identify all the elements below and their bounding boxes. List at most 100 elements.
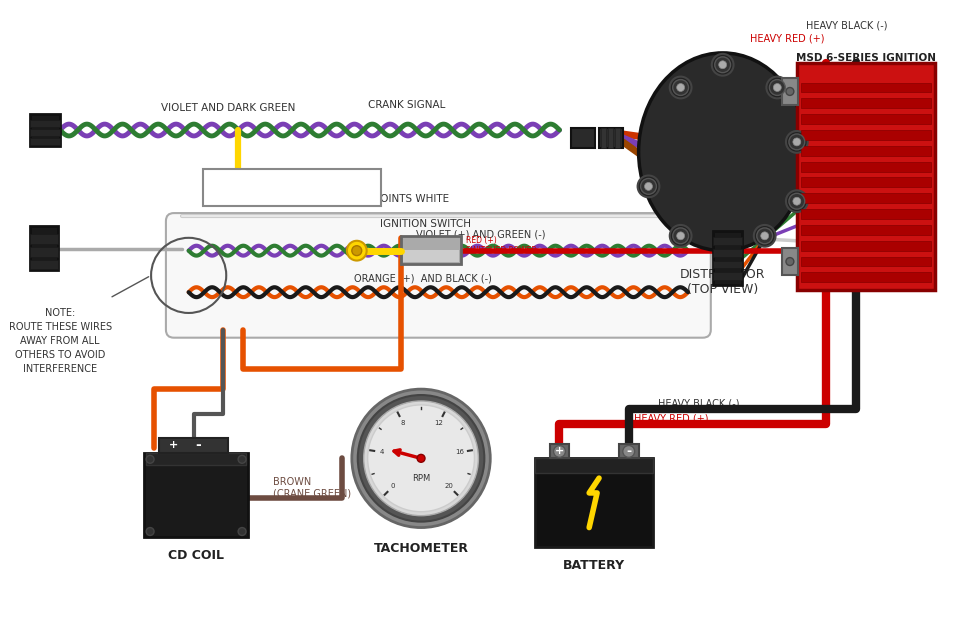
Circle shape: [760, 232, 769, 240]
Bar: [801, 177, 931, 187]
Text: BATTERY: BATTERY: [564, 559, 625, 572]
Bar: [571, 128, 595, 148]
Bar: [801, 114, 931, 124]
Text: DISTRIBUTOR
(TOP VIEW): DISTRIBUTOR (TOP VIEW): [680, 268, 765, 296]
Circle shape: [711, 54, 733, 76]
Circle shape: [677, 232, 684, 240]
Text: HEAVY BLACK (-): HEAVY BLACK (-): [659, 399, 740, 409]
Circle shape: [637, 175, 660, 197]
Bar: [801, 257, 931, 267]
Circle shape: [786, 257, 794, 265]
Bar: [31, 260, 59, 270]
Bar: [535, 458, 654, 473]
Circle shape: [358, 395, 485, 521]
Circle shape: [774, 84, 781, 92]
Bar: [712, 249, 742, 257]
Text: CRANK SIGNAL: CRANK SIGNAL: [368, 100, 444, 110]
Bar: [550, 445, 569, 458]
Circle shape: [673, 79, 688, 95]
Text: -: -: [196, 438, 202, 453]
Text: VIOLET AND DARK GREEN: VIOLET AND DARK GREEN: [161, 103, 296, 113]
Circle shape: [351, 246, 362, 255]
Circle shape: [238, 528, 246, 536]
Text: RPM: RPM: [412, 474, 430, 482]
Circle shape: [146, 455, 154, 463]
Bar: [608, 128, 612, 148]
Bar: [712, 260, 742, 268]
Circle shape: [715, 57, 731, 73]
Text: NOTE:
ROUTE THESE WIRES
AWAY FROM ALL
OTHERS TO AVOID
INTERFERENCE: NOTE: ROUTE THESE WIRES AWAY FROM ALL OT…: [9, 308, 111, 374]
Bar: [403, 250, 459, 262]
Bar: [204, 169, 381, 206]
Bar: [801, 209, 931, 219]
Bar: [144, 453, 248, 538]
Circle shape: [417, 454, 425, 463]
Bar: [712, 237, 742, 245]
Circle shape: [769, 79, 785, 95]
Bar: [31, 226, 59, 270]
Bar: [614, 128, 620, 148]
Bar: [801, 99, 931, 108]
Circle shape: [368, 405, 474, 512]
Circle shape: [754, 225, 776, 247]
Circle shape: [786, 190, 807, 212]
Bar: [31, 138, 60, 145]
Circle shape: [146, 528, 154, 536]
Circle shape: [793, 197, 801, 205]
Bar: [797, 63, 935, 290]
Text: RED (+)
SWITCHED POWER: RED (+) SWITCHED POWER: [466, 236, 537, 255]
Text: ORANGE (+)  AND BLACK (-): ORANGE (+) AND BLACK (-): [353, 273, 492, 283]
Bar: [31, 247, 59, 257]
Text: 12: 12: [435, 420, 444, 426]
Circle shape: [789, 193, 804, 209]
Text: BROWN
(CRANE GREEN): BROWN (CRANE GREEN): [273, 477, 350, 499]
Circle shape: [640, 179, 657, 194]
Bar: [782, 78, 798, 105]
Bar: [801, 241, 931, 250]
Ellipse shape: [638, 53, 806, 250]
Text: HEAVY RED (+): HEAVY RED (+): [750, 33, 825, 43]
Text: VIOLET (+) AND GREEN (-): VIOLET (+) AND GREEN (-): [416, 230, 545, 240]
FancyBboxPatch shape: [166, 213, 710, 338]
Bar: [801, 162, 931, 172]
Circle shape: [786, 131, 807, 153]
Bar: [712, 231, 742, 285]
Bar: [801, 193, 931, 203]
Text: 4: 4: [380, 449, 384, 455]
Text: HEAVY RED (+): HEAVY RED (+): [634, 414, 708, 424]
Text: CD COIL: CD COIL: [168, 549, 224, 562]
Text: 16: 16: [456, 449, 465, 455]
Circle shape: [238, 455, 246, 463]
Circle shape: [766, 77, 788, 99]
Text: 8: 8: [401, 420, 405, 426]
Text: +: +: [555, 446, 564, 456]
Circle shape: [351, 389, 491, 528]
Text: 20: 20: [444, 484, 453, 489]
Circle shape: [644, 182, 653, 190]
Bar: [601, 128, 606, 148]
Circle shape: [786, 87, 794, 95]
Bar: [801, 82, 931, 92]
Text: HEAVY BLACK (-): HEAVY BLACK (-): [805, 20, 887, 30]
Circle shape: [677, 84, 684, 92]
Circle shape: [670, 77, 691, 99]
Circle shape: [793, 138, 801, 146]
Text: -: -: [626, 445, 632, 458]
Text: TACHOMETER: TACHOMETER: [373, 542, 468, 556]
Text: 0: 0: [391, 484, 396, 489]
Bar: [31, 234, 59, 244]
Circle shape: [756, 228, 773, 244]
Bar: [801, 146, 931, 156]
Bar: [401, 236, 461, 264]
Circle shape: [623, 446, 635, 458]
Circle shape: [554, 446, 565, 458]
Bar: [535, 458, 654, 547]
Bar: [782, 248, 798, 275]
Circle shape: [670, 225, 691, 247]
Circle shape: [673, 228, 688, 244]
Circle shape: [347, 241, 367, 260]
Text: MSD 6-SERIES IGNITION
CRANE HI-6 IGNITION: MSD 6-SERIES IGNITION CRANE HI-6 IGNITIO…: [796, 53, 936, 74]
Text: +: +: [169, 440, 179, 451]
Text: NOT USED: NOT USED: [254, 188, 331, 201]
Circle shape: [364, 401, 478, 516]
